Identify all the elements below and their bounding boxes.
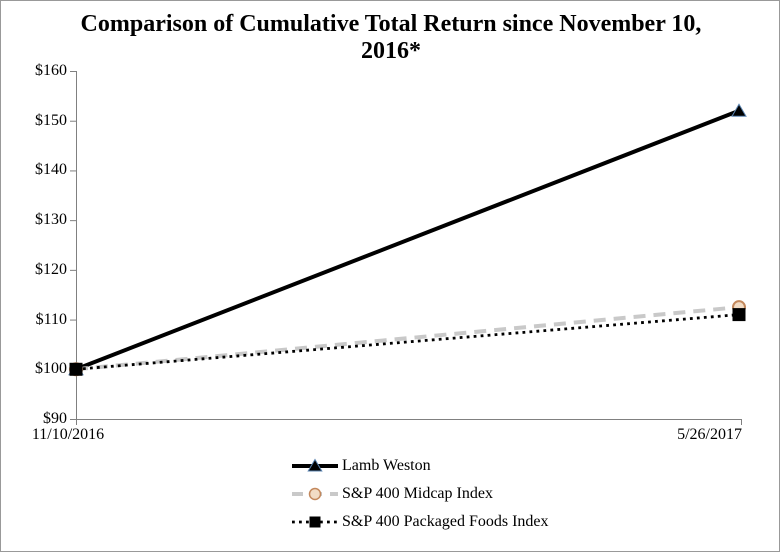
y-tick-label: $140 [35,161,67,179]
y-tick-label: $110 [35,310,67,328]
y-tick-label: $130 [35,211,67,229]
packaged-foods-line-symbol [292,516,338,528]
y-tick-label: $100 [35,360,67,378]
legend-label: Lamb Weston [342,457,431,474]
chart-title: Comparison of Cumulative Total Return si… [51,11,731,65]
legend: Lamb Weston S&P 400 Midcap Index S&P 400… [291,452,549,536]
chart-title-line2: 2016* [361,38,421,64]
legend-item-sp400-midcap: S&P 400 Midcap Index [291,480,549,508]
y-tick-label: $150 [35,111,67,129]
legend-label: S&P 400 Packaged Foods Index [342,513,549,530]
series-line-2 [75,313,740,371]
square-marker-icon [732,308,746,322]
y-tick-label: $90 [43,410,67,427]
chart-title-line1: Comparison of Cumulative Total Return si… [80,11,702,37]
lamb-weston-line-symbol [292,458,338,472]
triangle-marker-icon [307,458,323,472]
square-marker-icon [69,362,83,376]
legend-label: S&P 400 Midcap Index [342,485,493,502]
y-tick-label: $160 [35,62,67,79]
legend-item-lamb-weston: Lamb Weston [291,452,549,480]
square-marker-icon [309,516,321,528]
y-tick-label: $120 [35,260,67,278]
series-line-0 [75,108,740,372]
x-tick-label-start: 11/10/2016 [31,426,105,443]
midcap-line-symbol [292,487,338,501]
x-tick-label-end: 5/26/2017 [677,426,742,443]
legend-item-sp400-packaged-foods: S&P 400 Packaged Foods Index [291,508,549,536]
circle-marker-icon [308,487,322,501]
triangle-marker-icon [731,103,747,117]
series-line-1 [75,305,740,372]
